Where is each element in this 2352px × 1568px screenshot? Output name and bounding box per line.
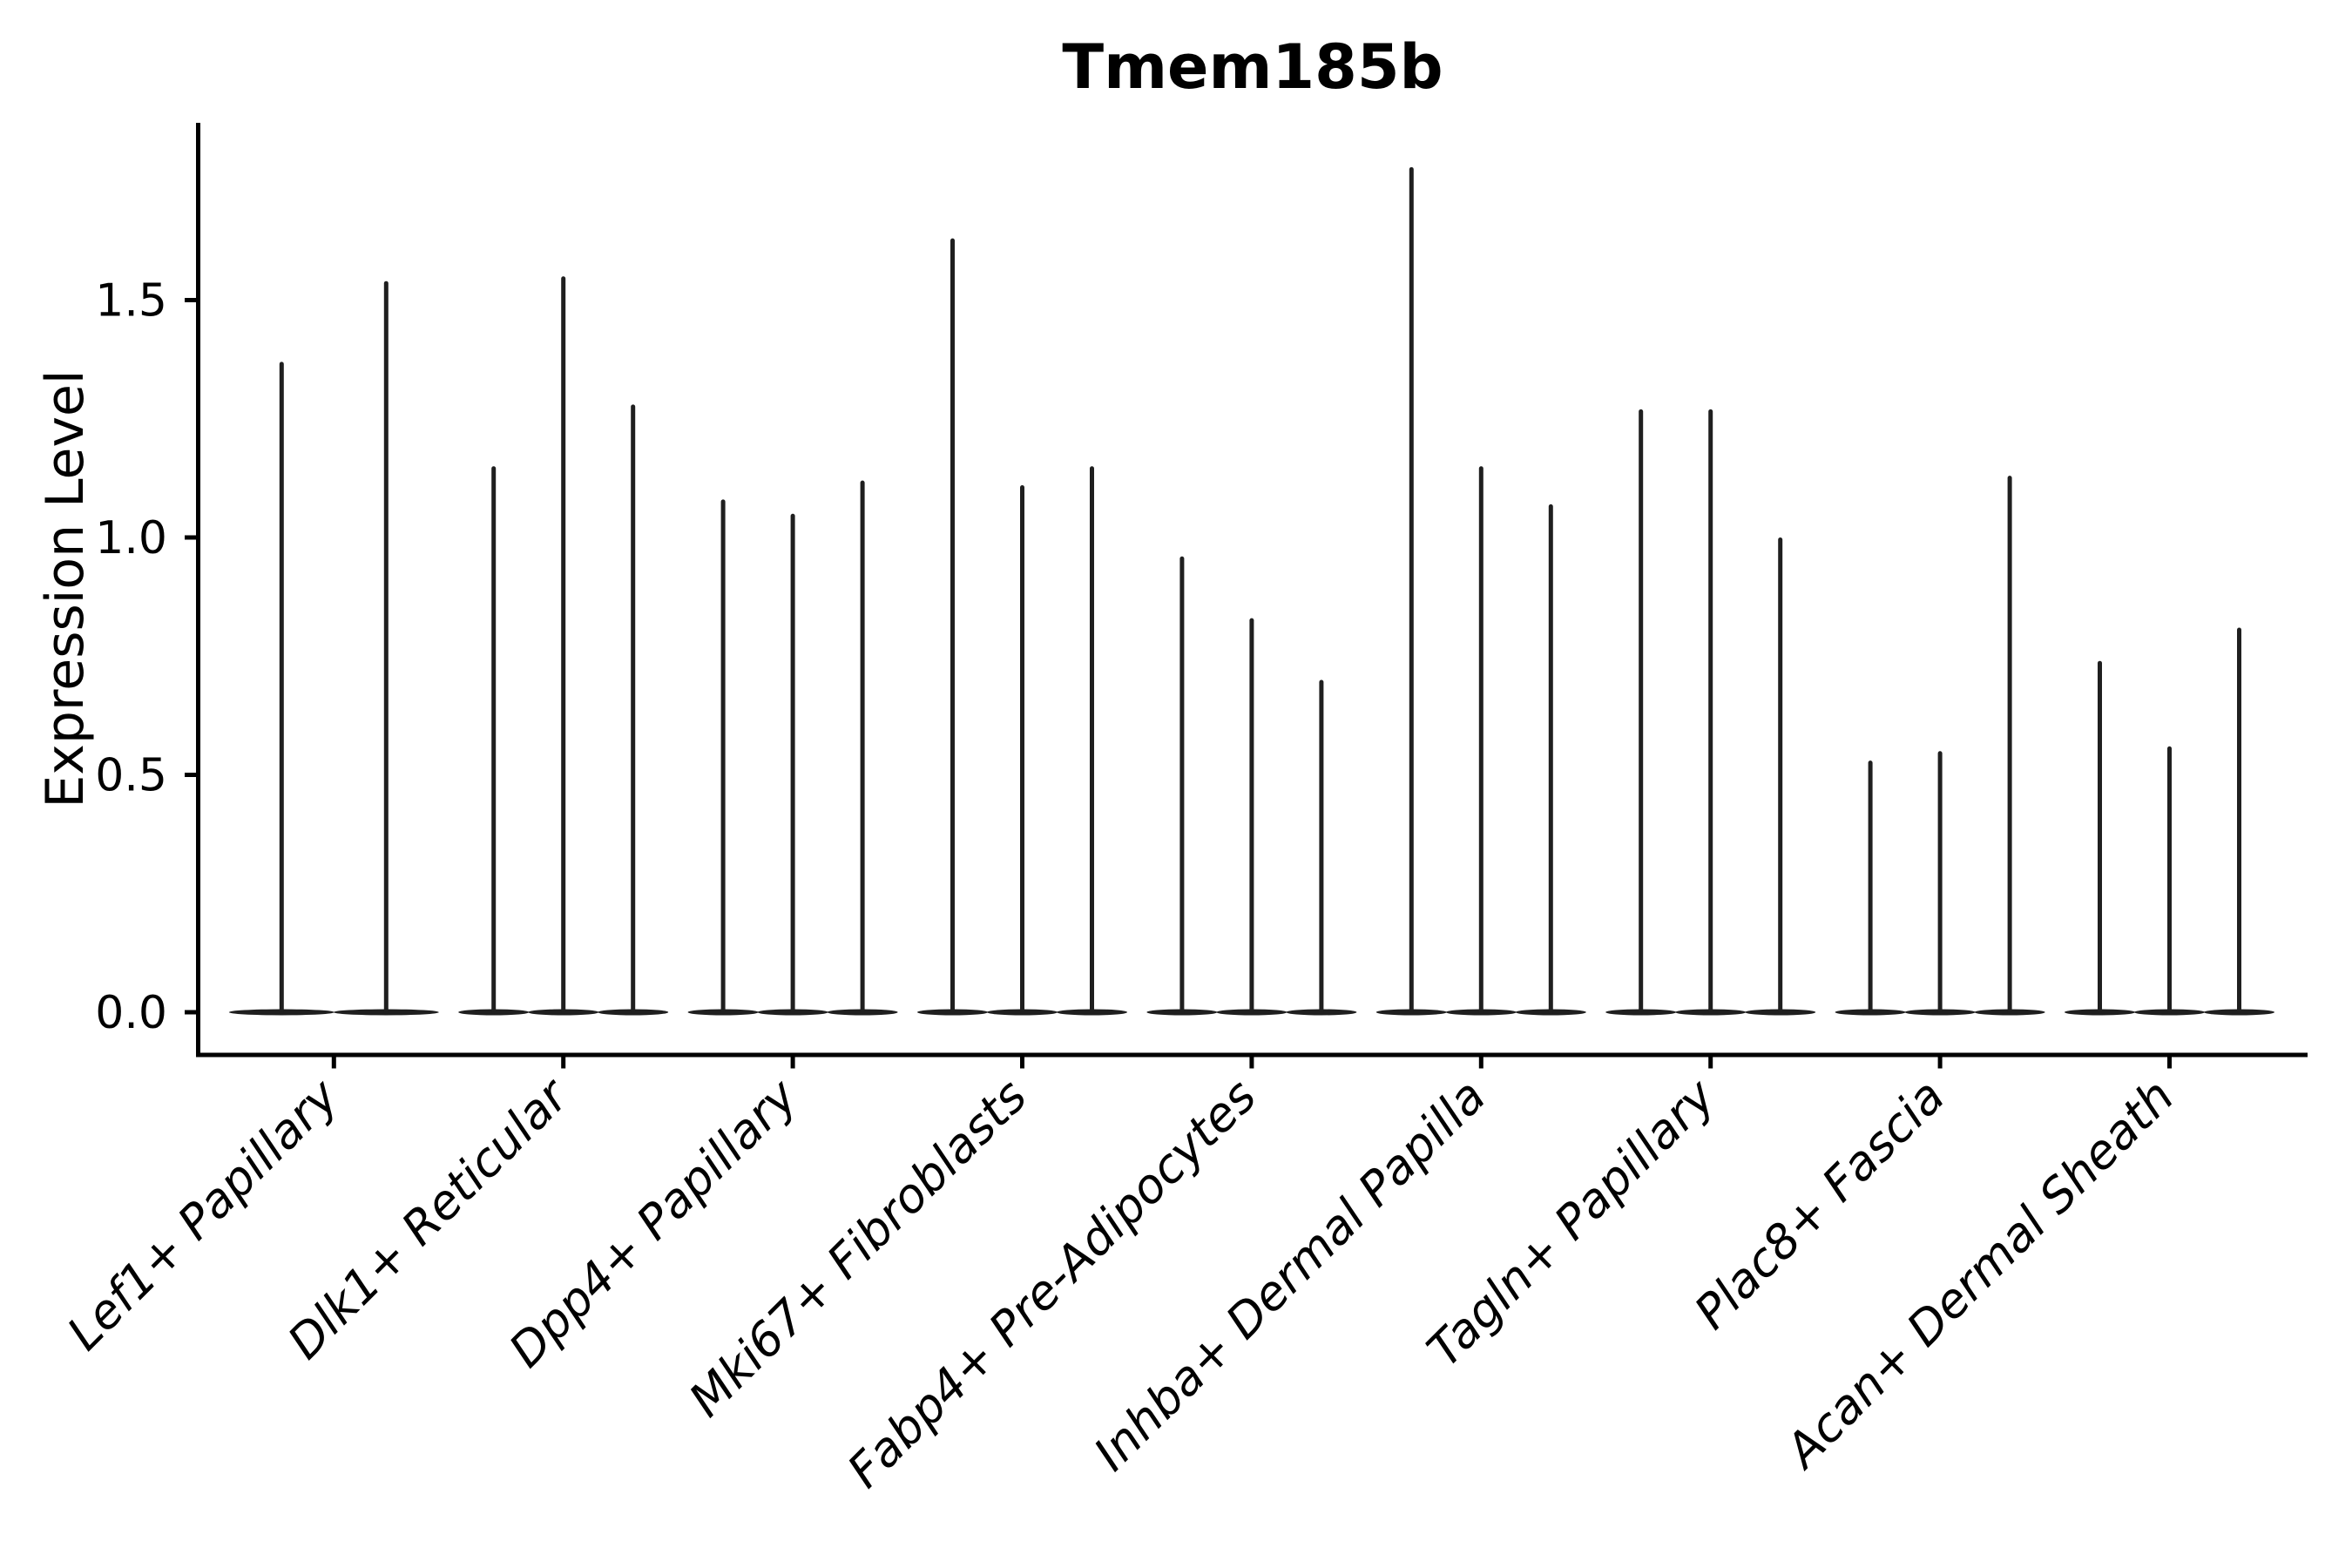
x-tick-mark [1937, 1057, 1943, 1069]
y-tick-label: 0.0 [95, 987, 167, 1039]
x-tick-mark [790, 1057, 795, 1069]
x-tick-mark [1478, 1057, 1484, 1069]
x-tick-mark [331, 1057, 336, 1069]
x-tick-mark [561, 1057, 566, 1069]
violin-group [1375, 166, 1586, 1016]
y-tick-label: 1.0 [95, 512, 167, 564]
x-tick-label: Acan+ Dermal Sheath [1774, 1069, 2185, 1480]
y-tick-mark [185, 773, 196, 777]
x-axis-ticks [331, 1057, 2172, 1069]
y-axis-ticks [185, 298, 196, 1015]
violin-series [228, 166, 2274, 1016]
violin-group [2065, 627, 2274, 1016]
violin-group [1605, 409, 1816, 1016]
violin-group [228, 280, 439, 1016]
x-tick-mark [2167, 1057, 2172, 1069]
y-tick-label: 0.5 [95, 750, 167, 802]
violin-group [917, 238, 1127, 1016]
x-tick-mark [1708, 1057, 1713, 1069]
x-tick-label: Inhba+ Dermal Papilla [1084, 1069, 1497, 1482]
y-axis-tick-labels: 0.0 0.5 1.0 1.5 [95, 275, 167, 1040]
y-tick-mark [185, 535, 196, 540]
violin-group [1146, 556, 1357, 1016]
violin-group [687, 480, 898, 1016]
y-tick-mark [185, 298, 196, 302]
x-axis-spine [196, 1052, 2308, 1058]
x-tick-mark [1020, 1057, 1024, 1069]
violin-group [1835, 476, 2045, 1016]
y-axis-label: Expression Level [35, 369, 96, 808]
y-tick-label: 1.5 [95, 275, 167, 328]
chart-title: Tmem185b [1062, 31, 1443, 103]
violin-group [458, 276, 669, 1016]
y-axis-spine [196, 123, 200, 1058]
y-tick-mark [185, 1010, 196, 1015]
x-tick-label: Fabp4+ Pre-Adipocytes [837, 1069, 1267, 1498]
x-tick-mark [1249, 1057, 1254, 1069]
